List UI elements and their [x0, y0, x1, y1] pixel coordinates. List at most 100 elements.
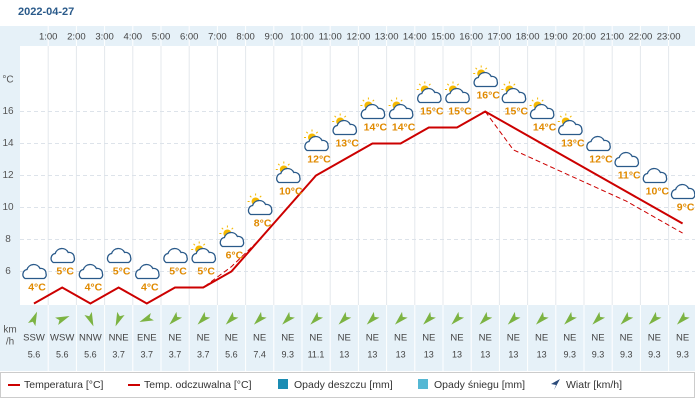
wind-arrow: [564, 311, 577, 325]
wind-arrow: [197, 311, 211, 325]
hour-label: 16:00: [459, 32, 483, 43]
wind-speed: 13: [452, 349, 462, 359]
wind-direction: NNE: [109, 333, 129, 344]
temp-label: 5°C: [197, 265, 215, 277]
weather-icon: [304, 135, 329, 152]
weather-icon: [249, 195, 252, 198]
weather-icon: [418, 83, 421, 86]
wind-arrow: [338, 311, 352, 325]
legend-label: Wiatr [km/h]: [566, 379, 622, 391]
y-axis-label: °C: [2, 75, 13, 86]
weather-icon: [473, 71, 499, 88]
hour-label: 13:00: [375, 32, 399, 43]
wind-arrow: [394, 311, 408, 325]
wind-speed: 13: [508, 349, 518, 359]
wind-speed: 9.3: [592, 349, 605, 359]
wind-speed: 9.3: [648, 349, 661, 359]
wind-arrow: [310, 311, 324, 325]
wind-speed: 7.4: [253, 349, 266, 359]
hour-label: 17:00: [488, 32, 512, 43]
wind-arrow: [648, 311, 662, 325]
weather-icon: [456, 83, 460, 86]
weather-icon: [231, 227, 234, 230]
temp-label: 4°C: [28, 281, 46, 293]
wind-direction: NE: [450, 333, 463, 344]
wind-speed: 3.7: [169, 349, 182, 359]
weather-icon: [332, 119, 358, 136]
weather-icon: [78, 263, 104, 280]
wind-arrow: [169, 311, 183, 325]
weather-icon: [400, 99, 403, 102]
temp-label: 13°C: [561, 137, 585, 149]
weather-icon: [106, 247, 132, 264]
wind-arrow: [507, 311, 521, 325]
y-tick-label: 16: [2, 106, 14, 117]
legend-swatch: [278, 379, 288, 389]
legend-label: Opady śniegu [mm]: [434, 379, 525, 391]
temp-label: 14°C: [533, 121, 557, 133]
wind-speed: 5.6: [56, 349, 69, 359]
temp-label: 5°C: [56, 265, 74, 277]
wind-arrow: [225, 311, 239, 325]
weather-icon: [305, 131, 309, 134]
y-tick-label: 8: [5, 234, 11, 245]
wind-speed: 13: [537, 349, 547, 359]
legend-label: Temperatura [°C]: [24, 379, 104, 391]
hour-label: 14:00: [403, 32, 427, 43]
wind-direction: NE: [394, 333, 407, 344]
weather-icon: [372, 99, 375, 102]
wind-direction: NE: [309, 333, 322, 344]
weather-icon: [362, 99, 365, 102]
hour-label: 18:00: [516, 32, 540, 43]
wind-direction: NE: [366, 333, 379, 344]
weather-icon: [287, 163, 290, 166]
weather-icon: [191, 247, 217, 264]
weather-icon: [388, 103, 414, 120]
hour-label: 20:00: [572, 32, 596, 43]
hour-label: 19:00: [544, 32, 568, 43]
wind-speed: 9.3: [676, 349, 689, 359]
wind-arrow: [423, 311, 436, 325]
weather-icon: [485, 67, 488, 70]
weather-icon: [315, 131, 319, 134]
wind-arrow: [620, 311, 634, 325]
weather-icon: [614, 151, 640, 168]
hour-label: 6:00: [180, 32, 199, 43]
temp-label: 10°C: [646, 185, 670, 197]
y-tick-label: 6: [5, 266, 11, 277]
weather-icon: [586, 135, 611, 152]
wind-speed: 5.6: [84, 349, 97, 359]
wind-direction: NE: [197, 333, 210, 344]
wind-direction: NE: [507, 333, 520, 344]
weather-icon: [50, 247, 76, 264]
wind-arrow: [84, 311, 94, 327]
temp-label: 6°C: [226, 249, 244, 261]
weather-icon: [193, 243, 196, 246]
temp-label: 11°C: [618, 169, 641, 181]
weather-icon: [513, 83, 516, 86]
temp-label: 14°C: [392, 121, 416, 133]
legend-box: [0, 372, 695, 398]
wind-direction: NE: [479, 333, 492, 344]
legend-label: Temp. odczuwalna [°C]: [144, 379, 252, 391]
wind-speed: 5.6: [225, 349, 238, 359]
wind-arrow: [479, 311, 493, 325]
legend-label: Opady deszczu [mm]: [294, 379, 393, 391]
y-tick-label: 12: [2, 170, 14, 181]
wind-speed: 13: [339, 349, 349, 359]
wind-speed: 9.3: [620, 349, 633, 359]
weather-icon: [559, 115, 562, 118]
wind-direction: NE: [168, 333, 181, 344]
temp-label: 16°C: [476, 89, 500, 101]
temp-label: 5°C: [169, 265, 187, 277]
hour-label: 2:00: [67, 32, 86, 43]
weather-icon: [221, 227, 224, 230]
temp-label: 5°C: [113, 265, 131, 277]
temp-label: 12°C: [307, 153, 331, 165]
wind-speed: 13: [424, 349, 434, 359]
weather-icon: [428, 83, 431, 86]
wind-direction: ENE: [137, 333, 157, 344]
legend-swatch: [551, 379, 560, 390]
weather-icon: [163, 247, 188, 264]
